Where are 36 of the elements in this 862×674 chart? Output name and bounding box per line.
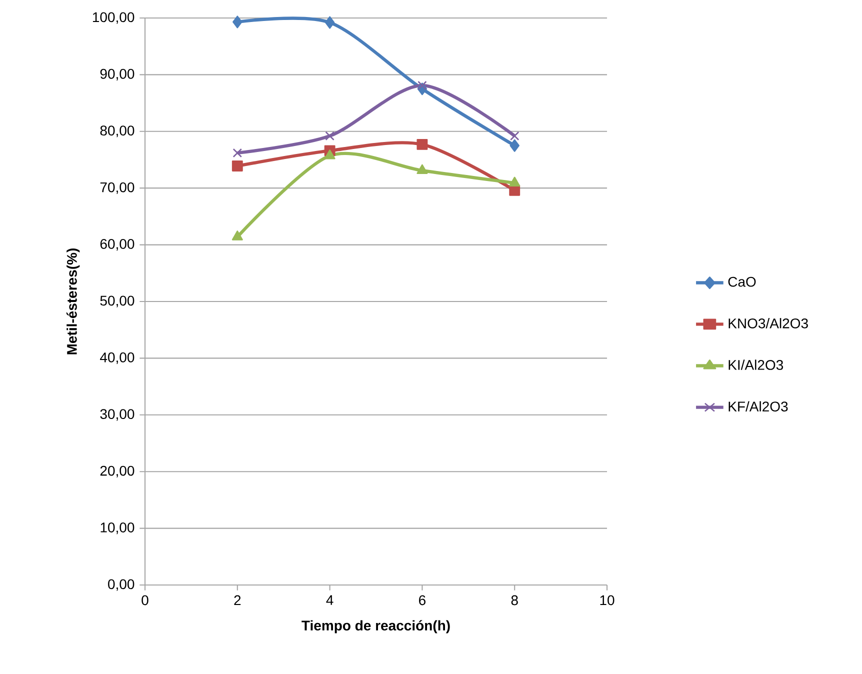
y-tick-label: 20,00 xyxy=(100,466,134,478)
y-tick-label: 100,00 xyxy=(92,12,134,24)
point xyxy=(509,176,520,186)
y-tick-label: 10,00 xyxy=(100,522,134,534)
y-tick-label: 60,00 xyxy=(100,239,134,251)
x-tick-label: 10 xyxy=(600,595,614,606)
point xyxy=(232,16,242,28)
point xyxy=(416,164,428,174)
y-tick-label: 70,00 xyxy=(100,182,134,194)
point xyxy=(232,230,243,240)
y-tick-label: 40,00 xyxy=(100,352,134,364)
x-axis-title: Tiempo de reacción(h) xyxy=(302,620,450,634)
point xyxy=(324,150,336,160)
point xyxy=(416,138,428,150)
point xyxy=(324,16,335,29)
x-tick-label: 4 xyxy=(326,595,334,605)
legend-label: KNO3/Al2O3 xyxy=(728,318,808,328)
point xyxy=(510,131,520,141)
legend-label: KF/Al2O3 xyxy=(728,401,788,412)
x-tick-label: 6 xyxy=(419,595,426,606)
y-tick-label: 80,00 xyxy=(100,126,134,138)
x-tick-label: 8 xyxy=(511,595,518,606)
point xyxy=(232,148,242,158)
point xyxy=(418,80,427,90)
point xyxy=(232,160,243,172)
y-tick-label: 50,00 xyxy=(100,296,134,308)
legend-label: KI/Al2O3 xyxy=(728,360,784,370)
point xyxy=(325,131,334,141)
y-tick-label: 0,00 xyxy=(108,579,134,591)
point xyxy=(510,139,520,152)
legend-label: CaO xyxy=(728,276,756,287)
y-axis-title: Metil-ésteres(%) xyxy=(66,248,80,354)
x-tick-label: 2 xyxy=(234,595,241,606)
x-tick-label: 0 xyxy=(142,595,148,606)
y-tick-label: 30,00 xyxy=(100,409,134,421)
y-tick-label: 90,00 xyxy=(100,68,134,80)
